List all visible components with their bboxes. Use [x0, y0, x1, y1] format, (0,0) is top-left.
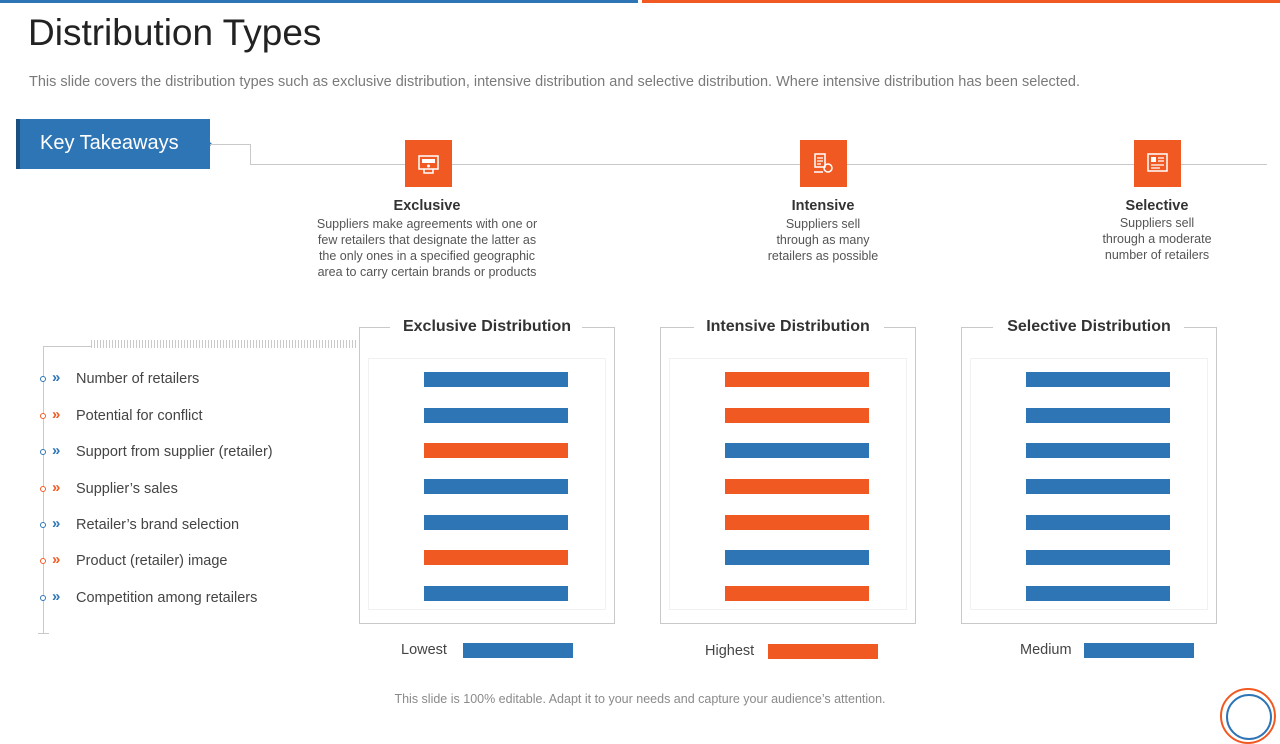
key-takeaways-pointer — [206, 138, 212, 150]
level-bar — [1026, 550, 1170, 565]
factor-label: Number of retailers — [76, 371, 200, 387]
desc-line: through as many — [776, 233, 870, 247]
desc-line: through a moderate — [1102, 232, 1212, 246]
panel-inner — [970, 358, 1208, 610]
level-bar — [725, 479, 869, 494]
legend-label-lowest: Lowest — [401, 642, 447, 658]
panel-title: Selective Distribution — [1007, 318, 1171, 335]
key-takeaways-label: Key Takeaways — [40, 132, 179, 154]
factor-label: Competition among retailers — [76, 590, 258, 606]
level-bar — [424, 443, 568, 458]
level-bar — [1026, 443, 1170, 458]
timeline-line — [250, 164, 1267, 165]
double-chevron-icon: » — [52, 369, 61, 386]
panel-inner — [669, 358, 907, 610]
type-title-exclusive: Exclusive — [393, 198, 461, 214]
factor-list-end-tick — [38, 633, 49, 634]
connector-line — [250, 144, 251, 165]
legend-bar-highest — [768, 644, 878, 659]
level-bar — [1026, 408, 1170, 423]
bullet-dot-icon — [40, 413, 46, 419]
top-accent-bar-blue — [0, 0, 638, 3]
legend-bar-medium — [1084, 643, 1194, 658]
type-desc-intensive: Suppliers sell through as many retailers… — [723, 216, 923, 264]
footer-note: This slide is 100% editable. Adapt it to… — [394, 692, 886, 706]
legend-label-highest: Highest — [705, 643, 755, 659]
desc-line: the only ones in a specified geographic — [318, 249, 536, 263]
bullet-dot-icon — [40, 376, 46, 382]
legend-bar-lowest — [463, 643, 573, 658]
bullet-dot-icon — [40, 486, 46, 492]
factor-label: Retailer’s brand selection — [76, 517, 240, 533]
level-bar — [725, 408, 869, 423]
store-icon — [405, 140, 452, 187]
bullet-dot-icon — [40, 449, 46, 455]
level-bar — [725, 443, 869, 458]
retail-network-icon — [800, 140, 847, 187]
connector-line — [210, 144, 250, 145]
level-bar — [424, 408, 568, 423]
key-takeaways-banner: Key Takeaways — [16, 119, 210, 169]
desc-line: area to carry certain brands or products — [317, 265, 537, 279]
panel-inner — [368, 358, 606, 610]
factor-list-dash-rule — [91, 340, 357, 348]
factor-label: Potential for conflict — [76, 408, 203, 424]
level-bar — [424, 479, 568, 494]
level-bar — [424, 550, 568, 565]
panel-border-top-left — [360, 327, 390, 328]
desc-line: retailers as possible — [767, 249, 879, 263]
type-title-intensive: Intensive — [791, 198, 855, 214]
double-chevron-icon: » — [52, 515, 61, 532]
double-chevron-icon: » — [52, 442, 61, 459]
top-accent-bar-orange — [642, 0, 1280, 3]
desc-line: number of retailers — [1104, 248, 1210, 262]
factor-label: Product (retailer) image — [76, 553, 228, 569]
legend-label-medium: Medium — [1020, 642, 1072, 658]
level-bar — [725, 550, 869, 565]
factor-list-top-line — [43, 346, 91, 347]
level-bar — [1026, 479, 1170, 494]
desc-line: Suppliers sell — [785, 217, 861, 231]
panel-intensive-distribution: Intensive Distribution — [660, 318, 916, 624]
panel-selective-distribution: Selective Distribution — [961, 318, 1217, 624]
factor-label: Supplier’s sales — [76, 481, 178, 497]
factor-label: Support from supplier (retailer) — [76, 444, 273, 460]
double-chevron-icon: » — [52, 406, 61, 423]
panel-border-top-right — [884, 327, 915, 328]
corner-circle-decoration-inner — [1226, 694, 1272, 740]
selection-board-icon — [1134, 140, 1181, 187]
level-bar — [725, 515, 869, 530]
double-chevron-icon: » — [52, 479, 61, 496]
level-bar — [1026, 586, 1170, 601]
panel-title: Exclusive Distribution — [402, 318, 572, 335]
type-desc-selective: Suppliers sell through a moderate number… — [1057, 215, 1257, 263]
desc-line: Suppliers make agreements with one or — [316, 217, 538, 231]
page-subtitle: This slide covers the distribution types… — [29, 74, 1080, 90]
level-bar — [1026, 515, 1170, 530]
panel-border-top-right — [1184, 327, 1216, 328]
panel-border-top-left — [962, 327, 993, 328]
page-title: Distribution Types — [28, 12, 322, 53]
level-bar — [725, 372, 869, 387]
level-bar — [424, 515, 568, 530]
desc-line: Suppliers sell — [1119, 216, 1195, 230]
double-chevron-icon: » — [52, 588, 61, 605]
level-bar — [424, 586, 568, 601]
level-bar — [424, 372, 568, 387]
bullet-dot-icon — [40, 558, 46, 564]
desc-line: few retailers that designate the latter … — [317, 233, 537, 247]
panel-border-top-right — [582, 327, 614, 328]
panel-title: Intensive Distribution — [706, 318, 870, 335]
type-desc-exclusive: Suppliers make agreements with one or fe… — [277, 216, 577, 280]
panel-border-top-left — [661, 327, 694, 328]
level-bar — [1026, 372, 1170, 387]
bullet-dot-icon — [40, 595, 46, 601]
level-bar — [725, 586, 869, 601]
bullet-dot-icon — [40, 522, 46, 528]
panel-exclusive-distribution: Exclusive Distribution — [359, 318, 615, 624]
double-chevron-icon: » — [52, 551, 61, 568]
type-title-selective: Selective — [1125, 198, 1189, 214]
